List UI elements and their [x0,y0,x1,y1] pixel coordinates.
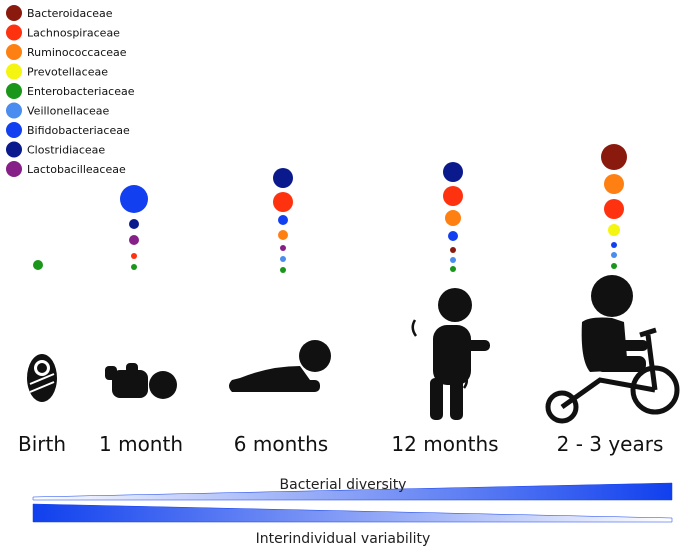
birth-circles [33,260,43,270]
month1-circles [120,185,148,270]
stage-label: 6 months [234,432,328,456]
stage-label: 2 - 3 years [557,432,664,456]
legend-label: Enterobacteriaceae [27,85,135,98]
legend-swatch [6,122,22,138]
variability-wedge [32,503,673,523]
figures [27,275,680,424]
legend-label: Veillonellaceae [27,105,109,118]
legend-label: Lachnospiraceae [27,27,120,40]
diversity-label: Bacterial diversity [280,477,407,493]
legend-swatch [6,44,22,60]
month6-circles [273,168,293,273]
legend-label: Clostridiaceae [27,144,105,157]
legend-label: Lactobacilleaceae [27,163,126,176]
legend-label: Bacteroidaceae [27,7,113,20]
legend-label: Prevotellaceae [27,66,108,79]
legend: Bacteroidaceae Lachnospiraceae Ruminococca… [6,5,135,177]
stage-label: Birth [18,432,66,456]
stage-label: 1 month [99,432,183,456]
diversity-wedge [32,482,673,501]
legend-swatch [6,63,22,80]
legend-swatch [6,102,22,119]
years-circles [601,144,627,269]
legend-label: Ruminococcaceae [27,46,127,59]
legend-label: Bifidobacteriaceae [27,124,130,137]
legend-swatch [6,5,22,21]
legend-swatch [6,24,22,41]
legend-swatch [6,83,22,99]
month12-circles [443,162,463,272]
variability-label: Interindividual variability [256,531,431,547]
stage-label: 12 months [391,432,498,456]
legend-swatch [6,161,22,177]
legend-swatch [6,141,22,158]
